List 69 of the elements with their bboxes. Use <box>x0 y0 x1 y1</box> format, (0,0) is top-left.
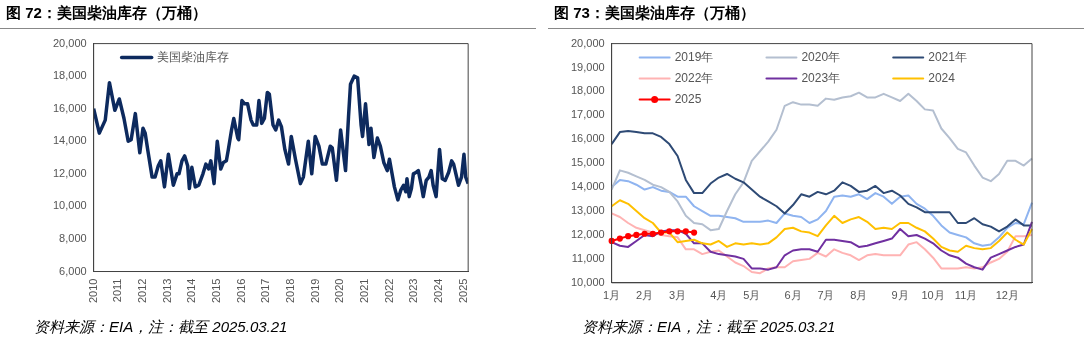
y-tick-label: 8,000 <box>59 232 87 244</box>
x-tick-label: 5月 <box>743 289 761 302</box>
text: 资料来源：EIA，注：截至 2025.03.21 <box>582 318 836 337</box>
y-tick-label: 19,000 <box>570 60 605 73</box>
point <box>658 229 665 236</box>
x-tick-label: 9月 <box>891 289 909 302</box>
y-tick-label: 6,000 <box>59 264 87 277</box>
x-tick-label: 2023 <box>407 278 420 304</box>
x-tick-label: 6月 <box>784 289 802 302</box>
x-tick-label: 2月 <box>636 289 654 302</box>
y-tick-label: 16,000 <box>570 132 605 145</box>
point <box>666 228 673 235</box>
point <box>616 235 623 242</box>
legend-label: 2021年 <box>928 49 967 64</box>
x-tick-label: 2018 <box>284 278 297 304</box>
y-tick-label: 11,000 <box>571 251 605 264</box>
point <box>674 228 681 235</box>
x-tick-label: 3月 <box>669 289 687 302</box>
legend-label: 2019年 <box>674 49 714 64</box>
x-tick-label: 2019 <box>308 278 321 304</box>
point <box>690 229 698 236</box>
y-tick-label: 12,000 <box>570 227 605 240</box>
chart-title: 图 72：美国柴油库存（万桶） <box>6 4 207 23</box>
x-tick-label: 2013 <box>160 278 173 304</box>
x-tick-label: 2024 <box>432 278 445 304</box>
y-tick-label: 17,000 <box>570 108 605 121</box>
y-tick-label: 18,000 <box>570 84 605 97</box>
legend-label: 2025 <box>674 91 702 106</box>
legend-label: 2022年 <box>674 70 714 85</box>
x-tick-label: 2012 <box>136 278 149 304</box>
chart-title: 图 73：美国柴油库存（万桶） <box>554 4 755 23</box>
y-tick-label: 15,000 <box>570 156 605 169</box>
x-tick-label: 10月 <box>921 289 945 302</box>
x-tick-label: 2022 <box>382 278 395 304</box>
y-tick-label: 13,000 <box>570 204 605 217</box>
legend-label: 2024 <box>928 70 956 85</box>
y-tick-label: 16,000 <box>52 101 87 114</box>
y-tick-label: 20,000 <box>570 36 605 49</box>
x-tick-label: 11月 <box>954 289 978 302</box>
legend-label: 2020年 <box>801 49 841 64</box>
y-tick-label: 14,000 <box>570 180 605 193</box>
point <box>649 230 656 237</box>
x-tick-label: 1月 <box>603 289 621 302</box>
x-tick-label: 7月 <box>817 289 835 302</box>
y-tick-label: 12,000 <box>52 166 87 179</box>
x-tick-label: 4月 <box>710 289 728 302</box>
x-tick-label: 2010 <box>86 278 99 304</box>
point <box>633 231 640 239</box>
text: 资料来源：EIA，注：截至 2025.03.21 <box>34 318 288 337</box>
legend-label: 2023年 <box>801 70 841 85</box>
x-tick-label: 2017 <box>259 278 272 304</box>
y-tick-label: 10,000 <box>570 275 605 288</box>
point <box>641 230 648 237</box>
x-tick-label: 2015 <box>210 278 223 304</box>
x-tick-label: 2016 <box>234 278 247 304</box>
x-tick-label: 2014 <box>185 278 198 304</box>
y-tick-label: 14,000 <box>52 134 87 147</box>
point <box>682 228 689 235</box>
x-tick-label: 2020 <box>333 278 346 304</box>
x-tick-label: 2011 <box>111 278 124 303</box>
x-tick-label: 12月 <box>995 289 1019 302</box>
y-tick-label: 18,000 <box>52 69 87 82</box>
y-tick-label: 20,000 <box>52 36 87 49</box>
x-tick-label: 2021 <box>358 278 371 304</box>
x-tick-label: 2025 <box>456 278 469 304</box>
point <box>625 233 632 240</box>
x-tick-label: 8月 <box>850 289 868 302</box>
y-tick-label: 10,000 <box>52 199 87 212</box>
legend-label: 美国柴油库存 <box>156 49 229 64</box>
